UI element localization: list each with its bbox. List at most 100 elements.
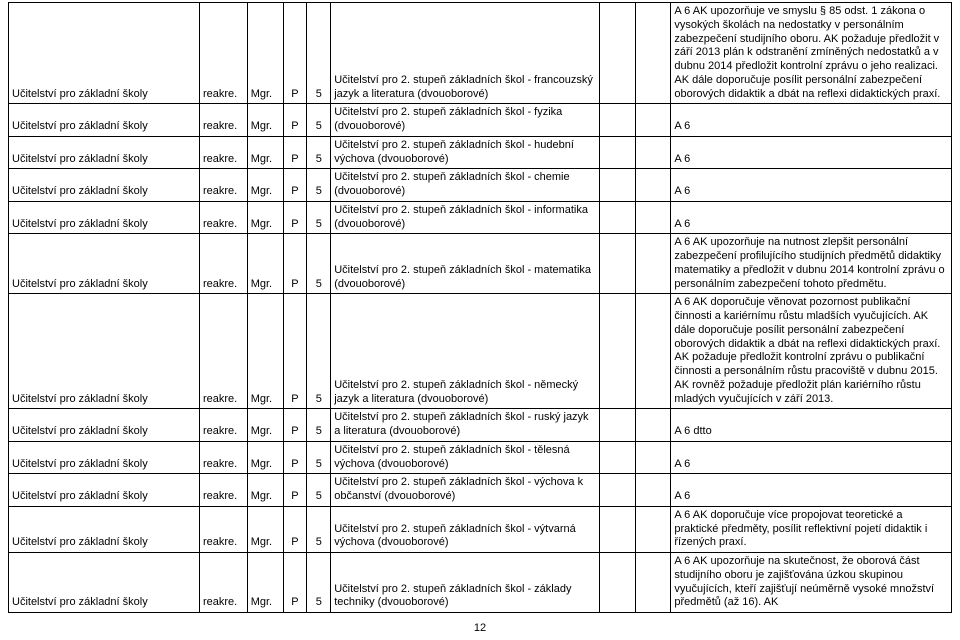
cell-c0: Učitelství pro základní školy bbox=[9, 441, 200, 474]
cell-c7 bbox=[635, 409, 671, 442]
cell-c6 bbox=[599, 136, 635, 169]
table-row: Učitelství pro základní školyreakre.Mgr.… bbox=[9, 409, 952, 442]
cell-c2: Mgr. bbox=[247, 3, 283, 104]
table-row: Učitelství pro základní školyreakre.Mgr.… bbox=[9, 506, 952, 552]
cell-c3: P bbox=[283, 409, 307, 442]
cell-c4: 5 bbox=[307, 136, 331, 169]
cell-c5: Učitelství pro 2. stupeň základních škol… bbox=[331, 136, 600, 169]
cell-c8: A 6 bbox=[671, 136, 952, 169]
cell-c0: Učitelství pro základní školy bbox=[9, 553, 200, 613]
cell-c8: A 6 bbox=[671, 169, 952, 202]
data-table: Učitelství pro základní školyreakre.Mgr.… bbox=[8, 2, 952, 613]
table-row: Učitelství pro základní školyreakre.Mgr.… bbox=[9, 234, 952, 294]
cell-c5: Učitelství pro 2. stupeň základních škol… bbox=[331, 201, 600, 234]
cell-c3: P bbox=[283, 474, 307, 507]
cell-c4: 5 bbox=[307, 294, 331, 409]
cell-c4: 5 bbox=[307, 506, 331, 552]
cell-c8: A 6 bbox=[671, 104, 952, 137]
table-row: Učitelství pro základní školyreakre.Mgr.… bbox=[9, 136, 952, 169]
cell-c6 bbox=[599, 234, 635, 294]
cell-c7 bbox=[635, 474, 671, 507]
cell-c3: P bbox=[283, 3, 307, 104]
cell-c6 bbox=[599, 294, 635, 409]
cell-c0: Učitelství pro základní školy bbox=[9, 3, 200, 104]
cell-c1: reakre. bbox=[199, 409, 247, 442]
cell-c5: Učitelství pro 2. stupeň základních škol… bbox=[331, 506, 600, 552]
cell-c0: Učitelství pro základní školy bbox=[9, 506, 200, 552]
cell-c0: Učitelství pro základní školy bbox=[9, 474, 200, 507]
cell-c3: P bbox=[283, 201, 307, 234]
cell-c2: Mgr. bbox=[247, 234, 283, 294]
cell-c0: Učitelství pro základní školy bbox=[9, 409, 200, 442]
cell-c3: P bbox=[283, 234, 307, 294]
cell-c3: P bbox=[283, 169, 307, 202]
cell-c2: Mgr. bbox=[247, 506, 283, 552]
cell-c8: A 6 AK upozorňuje ve smyslu § 85 odst. 1… bbox=[671, 3, 952, 104]
cell-c1: reakre. bbox=[199, 136, 247, 169]
cell-c7 bbox=[635, 553, 671, 613]
cell-c8: A 6 AK upozorňuje na nutnost zlepšit per… bbox=[671, 234, 952, 294]
cell-c1: reakre. bbox=[199, 506, 247, 552]
cell-c1: reakre. bbox=[199, 3, 247, 104]
cell-c7 bbox=[635, 3, 671, 104]
table-row: Učitelství pro základní školyreakre.Mgr.… bbox=[9, 201, 952, 234]
cell-c3: P bbox=[283, 294, 307, 409]
table-row: Učitelství pro základní školyreakre.Mgr.… bbox=[9, 553, 952, 613]
table-row: Učitelství pro základní školyreakre.Mgr.… bbox=[9, 104, 952, 137]
cell-c1: reakre. bbox=[199, 104, 247, 137]
cell-c0: Učitelství pro základní školy bbox=[9, 169, 200, 202]
cell-c3: P bbox=[283, 136, 307, 169]
cell-c7 bbox=[635, 136, 671, 169]
table-row: Učitelství pro základní školyreakre.Mgr.… bbox=[9, 294, 952, 409]
cell-c8: A 6 AK upozorňuje na skutečnost, že obor… bbox=[671, 553, 952, 613]
cell-c1: reakre. bbox=[199, 234, 247, 294]
cell-c4: 5 bbox=[307, 553, 331, 613]
cell-c6 bbox=[599, 474, 635, 507]
cell-c8: A 6 bbox=[671, 201, 952, 234]
cell-c4: 5 bbox=[307, 441, 331, 474]
cell-c1: reakre. bbox=[199, 294, 247, 409]
cell-c7 bbox=[635, 234, 671, 294]
cell-c0: Učitelství pro základní školy bbox=[9, 104, 200, 137]
table-row: Učitelství pro základní školyreakre.Mgr.… bbox=[9, 3, 952, 104]
cell-c7 bbox=[635, 506, 671, 552]
cell-c6 bbox=[599, 409, 635, 442]
cell-c8: A 6 dtto bbox=[671, 409, 952, 442]
cell-c3: P bbox=[283, 506, 307, 552]
cell-c0: Učitelství pro základní školy bbox=[9, 201, 200, 234]
cell-c8: A 6 bbox=[671, 441, 952, 474]
cell-c2: Mgr. bbox=[247, 104, 283, 137]
cell-c1: reakre. bbox=[199, 553, 247, 613]
cell-c4: 5 bbox=[307, 201, 331, 234]
cell-c4: 5 bbox=[307, 3, 331, 104]
cell-c4: 5 bbox=[307, 409, 331, 442]
cell-c7 bbox=[635, 201, 671, 234]
table-row: Učitelství pro základní školyreakre.Mgr.… bbox=[9, 441, 952, 474]
cell-c5: Učitelství pro 2. stupeň základních škol… bbox=[331, 409, 600, 442]
cell-c1: reakre. bbox=[199, 169, 247, 202]
cell-c6 bbox=[599, 201, 635, 234]
cell-c5: Učitelství pro 2. stupeň základních škol… bbox=[331, 553, 600, 613]
cell-c5: Učitelství pro 2. stupeň základních škol… bbox=[331, 3, 600, 104]
table-row: Učitelství pro základní školyreakre.Mgr.… bbox=[9, 474, 952, 507]
cell-c3: P bbox=[283, 104, 307, 137]
cell-c2: Mgr. bbox=[247, 136, 283, 169]
cell-c6 bbox=[599, 553, 635, 613]
cell-c4: 5 bbox=[307, 104, 331, 137]
cell-c5: Učitelství pro 2. stupeň základních škol… bbox=[331, 234, 600, 294]
page-number: 12 bbox=[0, 622, 960, 634]
cell-c2: Mgr. bbox=[247, 441, 283, 474]
cell-c0: Učitelství pro základní školy bbox=[9, 234, 200, 294]
cell-c7 bbox=[635, 104, 671, 137]
cell-c2: Mgr. bbox=[247, 553, 283, 613]
cell-c7 bbox=[635, 169, 671, 202]
cell-c5: Učitelství pro 2. stupeň základních škol… bbox=[331, 474, 600, 507]
cell-c7 bbox=[635, 294, 671, 409]
cell-c1: reakre. bbox=[199, 201, 247, 234]
cell-c5: Učitelství pro 2. stupeň základních škol… bbox=[331, 441, 600, 474]
cell-c0: Učitelství pro základní školy bbox=[9, 294, 200, 409]
cell-c3: P bbox=[283, 441, 307, 474]
cell-c4: 5 bbox=[307, 234, 331, 294]
cell-c5: Učitelství pro 2. stupeň základních škol… bbox=[331, 169, 600, 202]
cell-c6 bbox=[599, 104, 635, 137]
